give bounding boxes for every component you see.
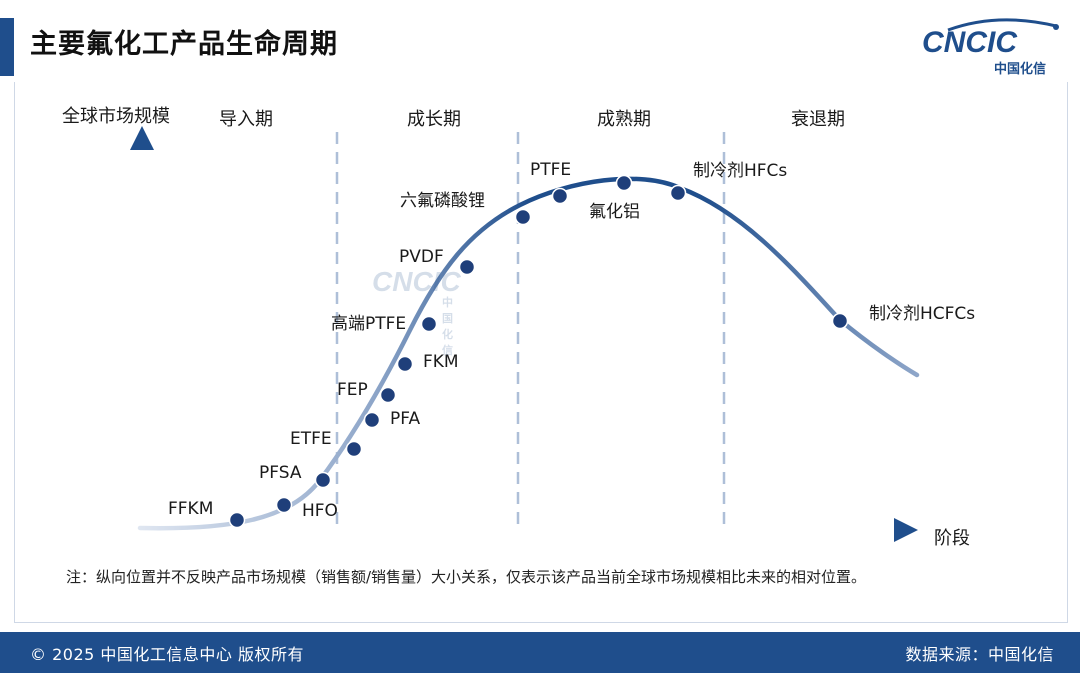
- product-label: 氟化铝: [589, 202, 640, 222]
- product-point: [669, 184, 687, 202]
- logo-subtitle: 中国化信: [994, 62, 1047, 77]
- copyright-text: © 2025 中国化工信息中心 版权所有: [30, 645, 304, 664]
- stage-dividers: [335, 132, 726, 528]
- x-axis-arrow-icon: [894, 518, 918, 542]
- product-label: FFKM: [168, 499, 213, 519]
- product-point: [228, 511, 246, 529]
- product-point: [379, 386, 397, 404]
- product-label: 制冷剂HFCs: [693, 161, 787, 181]
- page-title: 主要氟化工产品生命周期: [30, 29, 338, 60]
- product-point: [615, 174, 633, 192]
- x-axis-label: 阶段: [934, 528, 970, 549]
- product-label: FKM: [423, 352, 459, 372]
- product-point: [275, 496, 293, 514]
- product-label: PFSA: [259, 463, 302, 483]
- product-point: [551, 187, 569, 205]
- product-point: [345, 440, 363, 458]
- product-label: HFO: [302, 501, 338, 521]
- product-label: 制冷剂HCFCs: [869, 304, 975, 324]
- logo-wordmark: CNCIC: [922, 26, 1017, 59]
- product-point: [363, 411, 381, 429]
- stage-labels: 导入期 成长期 成熟期 衰退期: [219, 109, 845, 130]
- content-frame: [14, 82, 1068, 623]
- stage-label: 衰退期: [791, 109, 845, 130]
- product-label: 六氟磷酸锂: [400, 191, 485, 211]
- product-label: ETFE: [290, 429, 332, 449]
- product-point: [420, 315, 438, 333]
- product-point: [458, 258, 476, 276]
- y-axis-label: 全球市场规模: [62, 106, 170, 127]
- product-point: [514, 208, 532, 226]
- product-point: [314, 471, 332, 489]
- product-label: FEP: [337, 380, 368, 400]
- watermark-wordmark: CNCIC: [372, 266, 461, 297]
- stage-label: 导入期: [219, 109, 273, 130]
- product-label: PVDF: [399, 247, 444, 267]
- lifecycle-curve: [137, 176, 920, 531]
- product-label: 高端PTFE: [331, 314, 406, 334]
- stage-label: 成熟期: [597, 109, 651, 130]
- logo-swoosh-icon: [947, 18, 1059, 32]
- title-accent-bar: [0, 18, 14, 76]
- cncic-logo: CNCIC 中国化信: [918, 14, 1068, 78]
- y-axis-arrow-icon: [130, 126, 154, 150]
- cncic-watermark: CNCIC 中国化信: [372, 266, 461, 357]
- footer-bar: © 2025 中国化工信息中心 版权所有 数据来源：中国化信: [0, 632, 1080, 673]
- watermark-subtitle: 中国化信: [442, 296, 453, 357]
- product-point: [396, 355, 414, 373]
- product-label: PFA: [390, 409, 420, 429]
- product-point: [831, 312, 849, 330]
- footnote: 注：纵向位置并不反映产品市场规模（销售额/销售量）大小关系，仅表示该产品当前全球…: [66, 568, 867, 586]
- source-text: 数据来源：中国化信: [905, 645, 1054, 664]
- stage-label: 成长期: [407, 109, 461, 130]
- product-label: PTFE: [530, 160, 571, 180]
